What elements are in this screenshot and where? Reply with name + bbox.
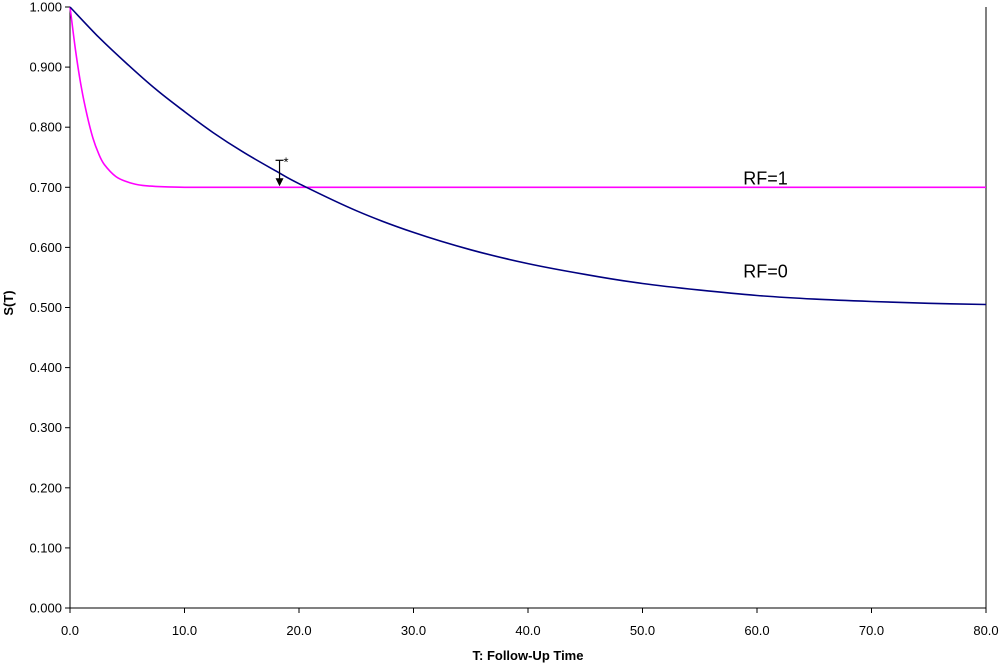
- x-tick-label: 40.0: [515, 623, 540, 638]
- y-axis-title: S(T): [1, 290, 16, 315]
- x-tick-label: 70.0: [859, 623, 884, 638]
- y-tick-label: 0.100: [29, 540, 62, 555]
- x-tick-label: 80.0: [973, 623, 998, 638]
- y-tick-label: 0.000: [29, 601, 62, 616]
- y-tick-label: 0.900: [29, 60, 62, 75]
- arrow-down-icon: [275, 178, 284, 187]
- series-line-rf-1: [69, 6, 986, 189]
- series-line-rf-0: [69, 6, 987, 306]
- x-tick-label: 50.0: [630, 623, 655, 638]
- annotation-layer: T*: [275, 154, 289, 187]
- x-tick-label: 60.0: [744, 623, 769, 638]
- x-axis-title: T: Follow-Up Time: [473, 648, 584, 663]
- x-tick-label: 20.0: [286, 623, 311, 638]
- y-axis: 0.000 0.100 0.200 0.300 0.400 0.500 0.600 0.700…: [29, 0, 70, 616]
- x-tick-label: 0.0: [61, 623, 79, 638]
- y-tick-label: 0.200: [29, 480, 62, 495]
- series-labels: RF=1 RF=0: [743, 168, 788, 281]
- y-tick-label: 0.800: [29, 120, 62, 135]
- y-tick-label: 0.500: [29, 300, 62, 315]
- x-axis: 0.0 10.0 20.0 30.0 40.0 50.0 60.0 70.0 80.0: [61, 608, 999, 638]
- plot-area: [69, 7, 987, 609]
- series-label: RF=0: [743, 261, 788, 281]
- y-tick-label: 0.400: [29, 360, 62, 375]
- y-tick-label: 0.700: [29, 180, 62, 195]
- y-tick-label: 0.600: [29, 240, 62, 255]
- x-tick-label: 10.0: [172, 623, 197, 638]
- x-tick-label: 30.0: [401, 623, 426, 638]
- series-layer: [69, 6, 987, 306]
- y-tick-label: 1.000: [29, 0, 62, 15]
- series-label: RF=1: [743, 168, 788, 188]
- y-tick-label: 0.300: [29, 420, 62, 435]
- annotation-label: T*: [276, 154, 289, 170]
